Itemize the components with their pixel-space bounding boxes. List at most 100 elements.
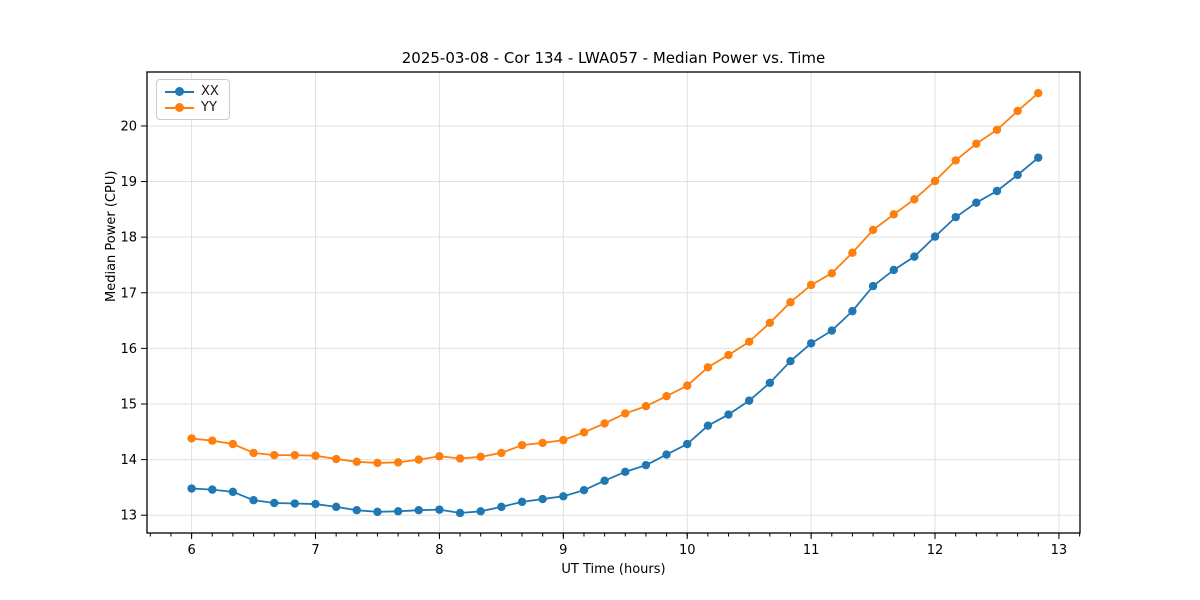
data-point [476, 507, 485, 516]
data-point [806, 339, 816, 348]
data-point [1013, 106, 1022, 116]
data-point [827, 269, 837, 278]
data-point [621, 467, 630, 477]
data-point [786, 356, 795, 366]
data-point [517, 440, 527, 450]
data-point [600, 476, 609, 485]
legend-item-xx: XX [165, 85, 219, 98]
data-point [579, 428, 589, 437]
data-point [187, 484, 196, 493]
data-point [332, 502, 341, 512]
x-tick-label: 9 [559, 543, 567, 558]
data-point [889, 210, 898, 219]
data-point [848, 248, 857, 257]
x-tick-label: 8 [435, 543, 443, 558]
data-point [373, 507, 382, 517]
data-point [208, 436, 217, 445]
data-point [393, 458, 403, 467]
data-point [435, 452, 444, 461]
data-point [290, 450, 300, 460]
y-tick-label: 14 [120, 453, 137, 468]
data-point [228, 487, 238, 497]
data-point [641, 460, 651, 470]
data-point [497, 502, 506, 512]
data-point [868, 281, 878, 291]
data-point [559, 492, 568, 501]
data-point [579, 485, 589, 495]
legend-item-yy: YY [165, 101, 219, 114]
data-point [435, 505, 444, 514]
data-point [393, 507, 403, 516]
grid-lines [147, 72, 1080, 533]
x-axis-label: UT Time (hours) [561, 562, 666, 577]
data-point [744, 337, 754, 346]
data-point [455, 454, 465, 463]
data-point [517, 497, 527, 507]
data-point [992, 125, 1002, 135]
data-point [951, 212, 960, 222]
data-point [455, 508, 465, 518]
data-point [910, 195, 919, 204]
data-point [290, 499, 300, 508]
x-tick-label: 11 [803, 543, 820, 558]
x-tick-label: 13 [1051, 543, 1068, 558]
x-tick-label: 6 [187, 543, 195, 558]
data-point [724, 410, 733, 419]
data-point [1034, 88, 1043, 98]
data-point [992, 186, 1002, 196]
data-point [641, 402, 651, 411]
data-point [662, 450, 671, 459]
series-xx [187, 153, 1043, 518]
data-point [476, 452, 485, 462]
data-point [703, 363, 713, 372]
data-point [208, 485, 217, 494]
y-tick-label: 15 [120, 397, 137, 412]
data-point [621, 409, 630, 418]
data-point [889, 265, 898, 275]
data-point [951, 156, 960, 165]
data-point [972, 198, 981, 207]
data-point [786, 298, 795, 307]
data-point [538, 438, 547, 448]
data-point [187, 434, 196, 443]
data-point [1013, 170, 1022, 180]
xx-series-swatch-icon [165, 86, 194, 97]
data-point [930, 176, 940, 186]
yy-series-swatch-icon [165, 102, 194, 113]
data-point [249, 448, 258, 458]
x-tick-label: 12 [927, 543, 944, 558]
data-point [559, 435, 568, 445]
series-yy-line [191, 92, 1039, 464]
data-point [683, 439, 692, 449]
data-point [270, 498, 279, 508]
data-point [868, 225, 878, 235]
data-point [827, 326, 837, 335]
data-point [744, 396, 754, 405]
data-point [414, 455, 423, 464]
data-point [848, 306, 857, 316]
y-tick-label: 20 [120, 119, 137, 134]
data-point [600, 419, 609, 428]
x-tick-label: 10 [679, 543, 696, 558]
legend: XX YY [156, 79, 230, 120]
data-point [930, 232, 940, 241]
chart-title: 2025-03-08 - Cor 134 - LWA057 - Median P… [401, 49, 826, 67]
plot-border [146, 71, 1081, 534]
legend-label-xx: XX [201, 84, 219, 99]
data-point [352, 457, 361, 467]
axis-ticks [141, 125, 1081, 539]
data-point [249, 495, 258, 505]
data-point [765, 318, 775, 327]
data-point [270, 450, 279, 460]
data-point [538, 494, 547, 504]
data-point [662, 392, 671, 401]
data-point [806, 280, 816, 290]
y-tick-label: 19 [120, 175, 137, 190]
y-tick-label: 17 [120, 286, 137, 301]
data-point [497, 448, 506, 458]
data-point [724, 350, 733, 360]
y-tick-label: 18 [120, 231, 137, 246]
data-point [703, 421, 713, 430]
data-point [972, 139, 981, 148]
